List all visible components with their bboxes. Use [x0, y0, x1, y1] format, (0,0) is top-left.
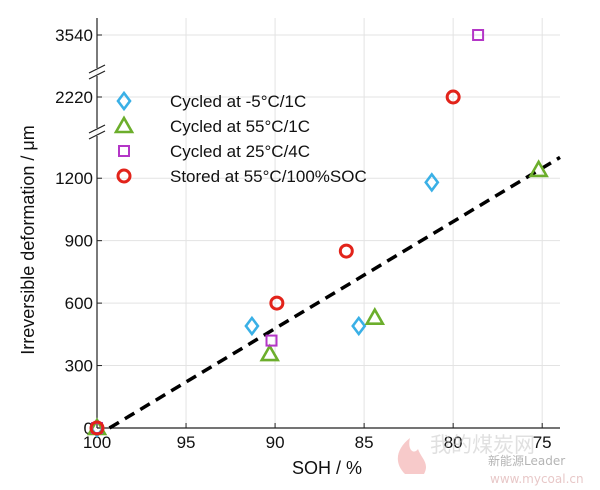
grid-lines	[96, 18, 560, 429]
circle-data-point	[338, 243, 354, 259]
legend-label: Cycled at 55°C/1C	[170, 117, 310, 136]
diamond-data-point	[244, 315, 260, 337]
x-tick-label: 75	[533, 433, 552, 452]
legend-label: Cycled at -5°C/1C	[170, 92, 306, 111]
trend-line-layer	[108, 155, 561, 430]
watermark: 我的煤炭网 www.mycoal.cn 新能源Leader	[397, 433, 584, 486]
data-points	[86, 29, 549, 439]
legend-diamond-marker	[116, 90, 132, 112]
axis-break-mark	[88, 64, 106, 74]
legend: Cycled at -5°C/1C Cycled at 55°C/1C Cycled…	[113, 90, 367, 186]
legend-triangle-marker	[113, 115, 135, 134]
trend-line	[108, 155, 561, 430]
y-tick-label: 1200	[55, 169, 93, 188]
y-tick-label: 300	[65, 357, 93, 376]
y-tick-label: 0	[84, 419, 93, 438]
circle-data-point	[269, 295, 285, 311]
circle-data-point	[89, 420, 105, 436]
watermark-site-name: 我的煤炭网	[430, 433, 535, 457]
triangle-data-point	[259, 343, 280, 362]
y-tick-label: 3540	[55, 26, 93, 45]
axis-break-mark	[88, 124, 106, 134]
legend-square-marker	[118, 145, 130, 157]
x-tick-label: 85	[355, 433, 374, 452]
watermark-url: www.mycoal.cn	[490, 472, 584, 486]
flame-logo-icon	[397, 438, 427, 474]
axis-break-mark	[88, 130, 106, 140]
watermark-brand: 新能源Leader	[488, 453, 565, 468]
y-tick-label: 2220	[55, 88, 93, 107]
y-axis-label: Irreversible deformation / μm	[18, 125, 38, 354]
diamond-data-point	[424, 172, 440, 193]
legend-circle-marker	[116, 168, 132, 184]
triangle-data-point	[364, 307, 386, 325]
x-tick-label: 100	[83, 433, 111, 452]
x-axis-label: SOH / %	[292, 458, 362, 478]
legend-label: Cycled at 25°C/4C	[170, 142, 310, 161]
diamond-data-point	[351, 315, 367, 337]
y-tick-label: 600	[65, 294, 93, 313]
square-data-point	[472, 29, 485, 41]
square-data-point	[265, 334, 278, 347]
tick-labels: 100 95 90 85 80 75 0 300 600 900 1200 2220 3540	[55, 26, 551, 452]
y-tick-label: 900	[65, 232, 93, 251]
x-tick-label: 90	[266, 433, 285, 452]
axis-break-mark	[88, 70, 106, 80]
x-tick-label: 95	[177, 433, 196, 452]
legend-label: Stored at 55°C/100%SOC	[170, 167, 367, 186]
x-tick-label: 80	[444, 433, 463, 452]
triangle-data-point	[528, 159, 549, 178]
axes	[88, 18, 560, 429]
circle-data-point	[445, 89, 461, 105]
